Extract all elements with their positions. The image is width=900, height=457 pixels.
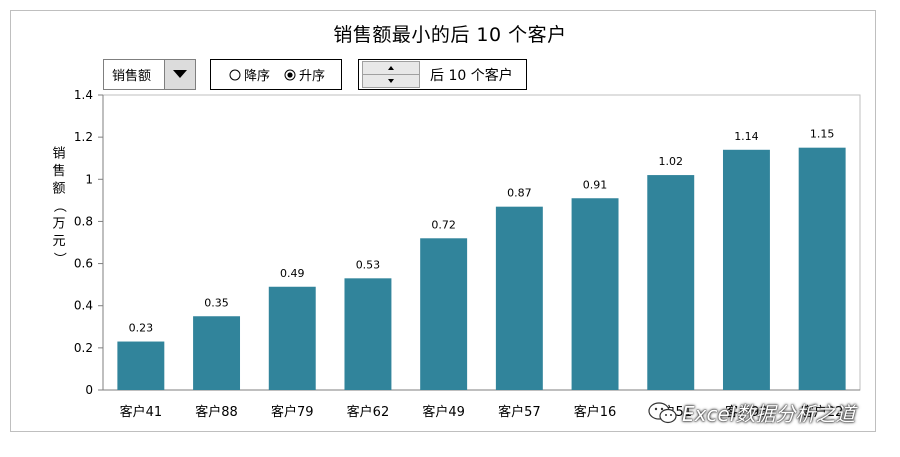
svg-text:售: 售 (52, 163, 65, 179)
count-label: 后 10 个客户 (430, 67, 513, 84)
bar (798, 147, 846, 390)
svg-text:万: 万 (52, 217, 65, 232)
x-tick-label: 客户16 (574, 404, 617, 420)
data-label: 0.23 (129, 322, 154, 335)
dropdown-button[interactable] (164, 60, 195, 89)
x-tick-label: 客户62 (347, 404, 390, 420)
data-label: 1.15 (810, 128, 835, 141)
svg-text:额: 额 (52, 182, 65, 197)
y-tick-label: 0.6 (74, 257, 93, 271)
bar (571, 198, 619, 390)
x-tick-label: 客户49 (422, 404, 465, 420)
radio-ascending-label: 升序 (299, 69, 326, 84)
radio-ascending[interactable]: 升序 (284, 65, 325, 84)
metric-dropdown-value: 销售额 (112, 69, 152, 84)
x-tick-label: 客户22 (801, 404, 844, 420)
radio-descending[interactable]: 降序 (229, 65, 270, 84)
y-tick-label: 0.2 (74, 341, 93, 355)
watermark: Excel数据分析之道 (648, 398, 855, 427)
data-label: 0.91 (583, 178, 608, 191)
y-tick-label: 1.4 (74, 88, 93, 102)
data-label: 0.35 (204, 296, 229, 309)
x-tick-label: 客户57 (498, 404, 541, 420)
data-label: 0.72 (431, 218, 456, 231)
radio-descending-label: 降序 (244, 69, 271, 84)
wechat-icon (648, 401, 677, 423)
svg-text:元: 元 (52, 234, 65, 249)
y-tick-label: 1 (85, 172, 93, 186)
spinner-up-button[interactable] (363, 62, 419, 75)
metric-dropdown[interactable]: 销售额 (103, 59, 196, 90)
x-tick-label: 客户88 (195, 404, 238, 420)
y-tick-label: 0.4 (74, 299, 93, 313)
sort-radio-group: 降序 升序 (210, 59, 342, 90)
spinner-down-button[interactable] (363, 75, 419, 87)
radio-unchecked-icon (229, 69, 241, 80)
count-spinner-group: 后 10 个客户 (358, 59, 527, 90)
chevron-down-icon (173, 70, 187, 78)
data-label: 0.49 (280, 267, 305, 280)
bar (268, 286, 316, 390)
bar (722, 149, 770, 390)
count-spinner[interactable] (362, 61, 420, 88)
chart-title: 销售额最小的后 10 个客户 (333, 24, 567, 46)
x-tick-label: 客户98 (725, 404, 768, 420)
caret-down-icon (388, 79, 394, 83)
caret-up-icon (388, 66, 394, 70)
y-tick-label: 1.2 (74, 130, 93, 144)
bar (420, 238, 468, 390)
bar (117, 341, 165, 390)
y-axis-label: 销售额 （ 万元 ） (52, 147, 67, 266)
y-tick-label: 0.8 (74, 214, 93, 228)
data-label: 0.87 (507, 187, 532, 200)
svg-text:）: ） (52, 252, 67, 265)
radio-checked-icon (284, 69, 296, 80)
x-tick-label: 客户41 (120, 404, 163, 420)
svg-text:销: 销 (52, 147, 65, 162)
bar (193, 316, 241, 390)
bar (495, 206, 543, 390)
data-label: 1.14 (734, 130, 759, 143)
bar (647, 175, 695, 390)
watermark-text: Excel数据分析之道 (682, 402, 856, 426)
data-label: 0.53 (356, 258, 381, 271)
bar (344, 278, 392, 390)
y-tick-label: 0 (85, 383, 93, 397)
x-tick-label: 客户79 (271, 404, 314, 420)
data-label: 1.02 (659, 155, 684, 168)
svg-text:（: （ (52, 199, 67, 212)
